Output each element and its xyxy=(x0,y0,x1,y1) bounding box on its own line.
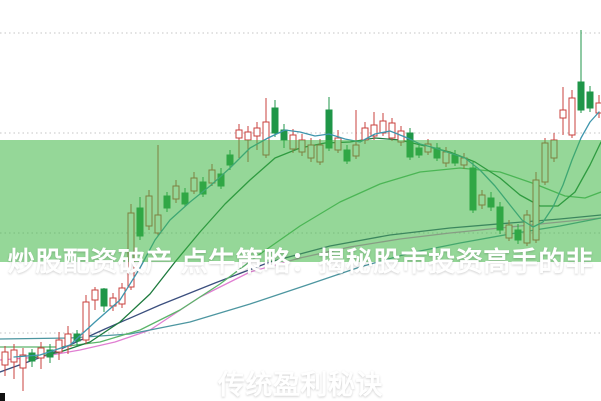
candle-up xyxy=(1,351,9,366)
candle-down xyxy=(46,349,54,358)
candle-up xyxy=(568,97,576,136)
candle-up xyxy=(19,354,27,369)
headline-line1: 炒股配资破产 点牛策略：揭秘股市投资高手的非 xyxy=(7,247,594,277)
headline-line2: 传统盈利秘诀 xyxy=(218,370,383,400)
candle-up xyxy=(91,289,99,301)
candle-up xyxy=(388,122,396,139)
candle-down xyxy=(325,109,333,149)
candle-up xyxy=(298,139,306,153)
candle-up xyxy=(289,134,297,150)
candle-down xyxy=(415,147,423,156)
candle-up xyxy=(379,120,387,134)
candle-down xyxy=(100,288,108,307)
candle-down xyxy=(577,81,585,111)
candle-up xyxy=(244,131,252,141)
candle-up xyxy=(82,301,90,341)
candle-up xyxy=(334,137,342,151)
candle-up xyxy=(235,129,243,139)
candle-up xyxy=(559,109,567,119)
candle-up xyxy=(307,144,315,159)
candle-down xyxy=(271,107,279,134)
candle-up xyxy=(370,124,378,137)
candle-down xyxy=(586,91,594,109)
candle-up xyxy=(550,139,558,159)
candle-up xyxy=(253,127,261,137)
candle-down xyxy=(406,132,414,158)
headline-text: 炒股配资破产 点牛策略：揭秘股市投资高手的非 传统盈利秘诀 xyxy=(0,160,601,401)
candle-up xyxy=(10,349,18,363)
candle-up xyxy=(55,339,63,353)
candle-up xyxy=(595,102,601,114)
candle-down xyxy=(28,352,36,362)
candle-down xyxy=(73,333,81,342)
candle-up xyxy=(352,144,360,157)
cropped-glyph-mark xyxy=(0,393,5,401)
